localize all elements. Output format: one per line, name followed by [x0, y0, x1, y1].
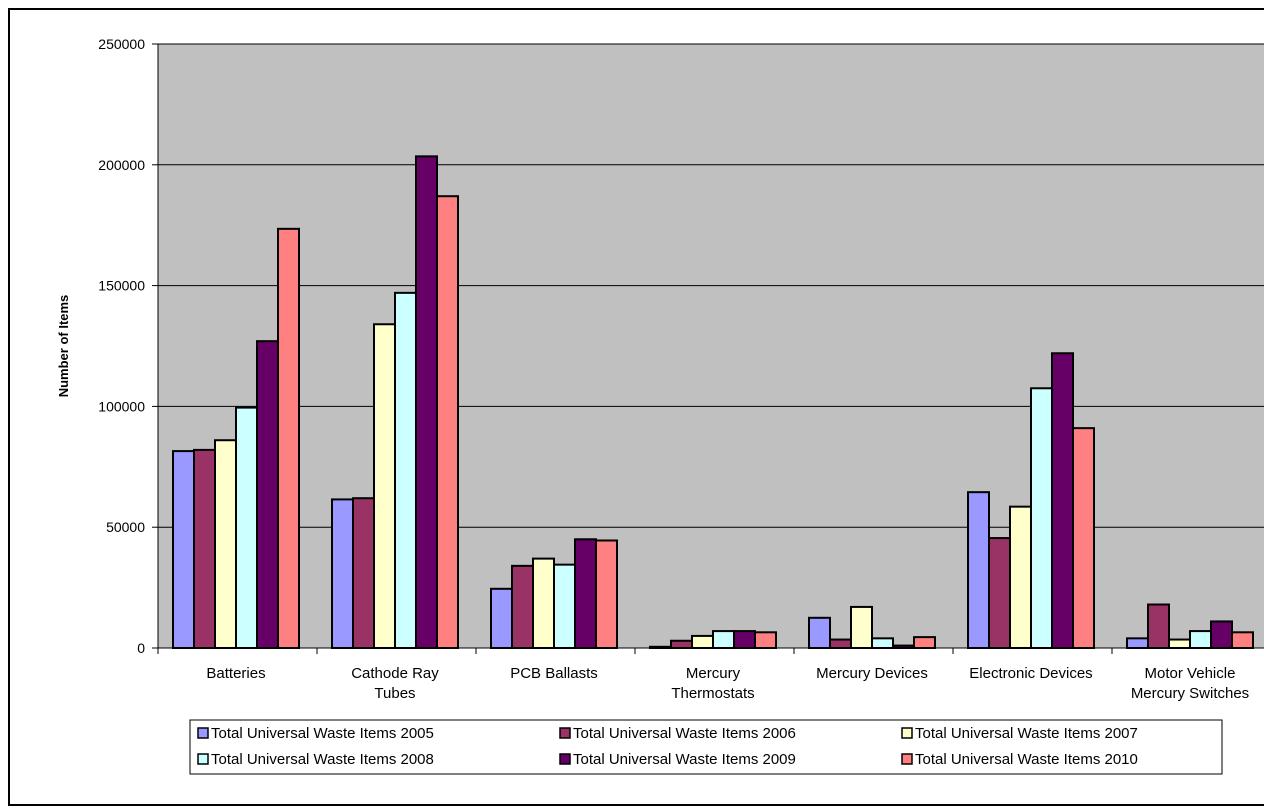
bar	[670, 639, 693, 650]
legend-entry-label: Total Universal Waste Items 2005	[211, 725, 434, 742]
bar	[436, 195, 459, 649]
y-tick-label: 200000	[98, 157, 145, 173]
bar	[871, 637, 894, 649]
legend-swatch	[197, 727, 209, 739]
bar	[829, 638, 852, 650]
y-axis: 0 50000 100000 150000 200000 250000	[98, 36, 159, 656]
bar	[235, 406, 258, 649]
legend-entry-label: Total Universal Waste Items 2006	[573, 725, 796, 742]
legend-swatch	[559, 753, 571, 765]
bar	[967, 491, 990, 649]
bar	[1051, 352, 1074, 649]
bar	[553, 563, 576, 650]
legend-entry-label: Total Universal Waste Items 2008	[211, 751, 434, 768]
bar	[352, 497, 375, 650]
bar	[1147, 603, 1170, 650]
y-axis-label: Number of Items	[56, 295, 71, 398]
bar	[595, 539, 618, 649]
legend-swatch	[197, 753, 209, 765]
bar	[511, 564, 534, 650]
legend-entry-label: Total Universal Waste Items 2007	[915, 725, 1138, 742]
legend-box	[189, 719, 1223, 775]
bar	[1030, 387, 1053, 649]
legend-swatch	[901, 753, 913, 765]
x-tick-label: Cathode Ray Tubes	[351, 665, 439, 702]
plot-area	[158, 44, 1264, 648]
bar	[808, 616, 831, 649]
bar	[1231, 631, 1254, 650]
bar	[1072, 427, 1095, 650]
bar	[691, 634, 714, 649]
x-tick-label: PCB Ballasts	[510, 665, 598, 682]
legend-swatch	[901, 727, 913, 739]
bar	[754, 631, 777, 650]
bar	[490, 587, 513, 649]
x-tick-label: Motor Vehicle Mercury Switches	[1131, 665, 1249, 702]
x-tick-label: Batteries	[206, 665, 265, 682]
bar	[1189, 630, 1212, 650]
x-axis: Batteries Cathode Ray Tubes PCB Ballasts Mer…	[157, 647, 1264, 702]
bar	[373, 323, 396, 649]
bar	[712, 630, 735, 650]
bar	[1126, 637, 1149, 649]
bar	[532, 557, 555, 649]
legend: Total Universal Waste Items 2005 Total Un…	[189, 719, 1223, 775]
legend-entry-label: Total Universal Waste Items 2010	[915, 751, 1138, 768]
x-tick-label: Mercury Devices	[816, 665, 928, 682]
y-tick-label: 0	[137, 640, 145, 656]
bar	[850, 605, 873, 649]
legend-entry-label: Total Universal Waste Items 2009	[573, 751, 796, 768]
bar	[988, 537, 1011, 650]
bar	[415, 155, 438, 649]
bar	[1210, 620, 1233, 650]
legend-swatch	[559, 727, 571, 739]
bars-group	[172, 155, 1254, 650]
bar	[394, 291, 417, 649]
y-tick-label: 150000	[98, 278, 145, 294]
bar	[733, 630, 756, 650]
bar	[574, 538, 597, 650]
x-tick-label: Electronic Devices	[969, 665, 1092, 682]
bar	[256, 340, 279, 649]
y-tick-label: 250000	[98, 36, 145, 52]
chart-frame	[8, 8, 1264, 806]
y-tick-label: 50000	[106, 519, 145, 535]
bar	[1168, 638, 1191, 650]
bar	[193, 448, 216, 649]
y-tick-label: 100000	[98, 398, 145, 414]
bar	[1009, 505, 1032, 649]
bar	[331, 498, 354, 649]
bar	[277, 227, 300, 649]
bar	[913, 636, 936, 649]
bar	[214, 439, 237, 649]
bar	[172, 450, 195, 650]
x-tick-label: Mercury Thermostats	[671, 665, 754, 702]
